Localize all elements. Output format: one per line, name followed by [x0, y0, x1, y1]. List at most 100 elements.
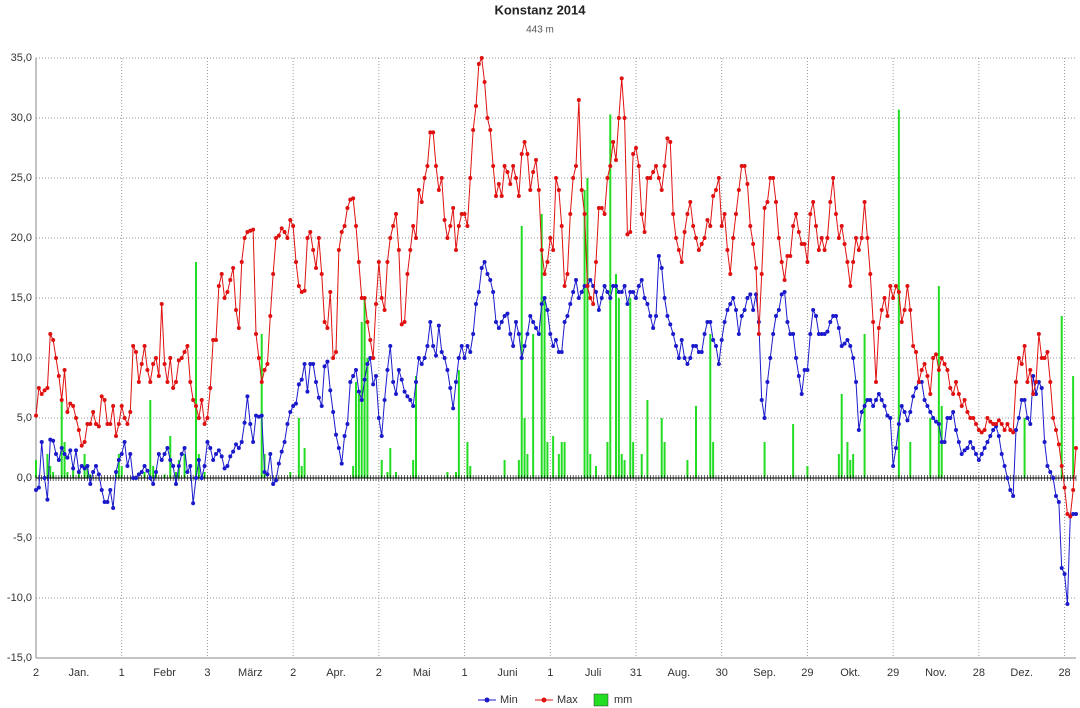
data-point	[614, 284, 618, 288]
data-point	[748, 292, 753, 297]
data-point	[139, 362, 144, 366]
bar	[852, 454, 855, 478]
data-point	[942, 362, 947, 366]
data-point	[62, 368, 67, 372]
bar	[526, 454, 529, 478]
data-point	[345, 422, 350, 426]
data-point	[691, 344, 696, 348]
data-point	[239, 440, 244, 444]
data-point	[1045, 350, 1050, 354]
data-point	[656, 176, 661, 180]
data-point	[959, 404, 964, 408]
data-point	[474, 302, 478, 306]
data-point	[796, 230, 801, 234]
data-point	[65, 455, 70, 460]
data-point	[291, 404, 296, 408]
data-point	[759, 272, 764, 276]
data-point	[314, 380, 318, 384]
data-point	[68, 401, 73, 406]
bar	[849, 460, 852, 478]
data-point	[111, 506, 116, 510]
data-point	[414, 380, 418, 384]
x-tick-label: 2	[33, 667, 39, 679]
data-point	[471, 332, 476, 336]
data-point	[396, 368, 401, 372]
data-point	[411, 224, 416, 228]
data-point	[1039, 386, 1044, 390]
data-point	[1034, 380, 1038, 384]
data-point	[888, 284, 893, 288]
data-point	[654, 314, 658, 318]
data-point	[959, 452, 964, 456]
data-point	[651, 326, 656, 330]
bar	[183, 454, 186, 478]
data-point	[802, 368, 807, 372]
data-point	[468, 350, 473, 354]
data-point	[202, 422, 207, 426]
data-point	[854, 380, 858, 384]
data-point	[336, 446, 341, 450]
data-point	[91, 470, 96, 474]
bar	[552, 436, 555, 478]
data-point	[862, 200, 867, 204]
data-point	[725, 248, 730, 252]
data-point	[682, 230, 687, 234]
data-point	[122, 440, 127, 444]
data-point	[525, 332, 530, 336]
data-point	[962, 398, 967, 402]
data-point	[454, 380, 458, 384]
x-tick-label: 28	[1058, 667, 1070, 679]
data-point	[368, 338, 373, 342]
data-point	[322, 364, 327, 369]
data-point	[668, 140, 673, 144]
data-point	[631, 152, 636, 156]
data-point	[819, 236, 824, 240]
data-point	[519, 152, 524, 156]
data-point	[354, 368, 358, 372]
data-point	[939, 440, 944, 444]
bar	[623, 460, 626, 478]
data-point	[448, 386, 453, 390]
data-point	[622, 284, 627, 288]
bar	[617, 298, 620, 478]
bar	[937, 286, 940, 478]
data-point	[479, 56, 484, 60]
month-label: Mai	[413, 667, 431, 679]
data-point	[185, 344, 190, 348]
data-point	[879, 398, 884, 402]
data-point	[628, 230, 633, 234]
data-point	[459, 344, 464, 348]
data-point	[905, 418, 910, 423]
data-point	[745, 296, 750, 300]
data-point	[1051, 416, 1056, 420]
data-point	[945, 416, 950, 420]
data-point	[439, 350, 444, 354]
month-label: Sep.	[753, 667, 776, 679]
data-point	[1005, 422, 1010, 426]
data-point	[865, 236, 870, 240]
data-point	[554, 338, 558, 342]
data-point	[645, 302, 650, 306]
data-point	[151, 362, 156, 366]
data-point	[874, 380, 878, 384]
data-point	[856, 428, 861, 432]
data-point	[94, 422, 98, 426]
data-point	[579, 290, 584, 294]
data-point	[934, 419, 938, 424]
data-point	[234, 442, 238, 447]
data-point	[405, 394, 410, 399]
bar	[60, 400, 63, 478]
data-point	[294, 260, 298, 264]
data-point	[762, 416, 767, 420]
legend-label: Max	[557, 694, 578, 706]
data-point	[602, 212, 607, 216]
data-point	[794, 356, 798, 360]
data-point	[979, 452, 984, 456]
data-point	[816, 332, 821, 336]
data-point	[1062, 572, 1067, 576]
x-tick-label: 30	[716, 667, 728, 679]
data-point	[539, 248, 544, 252]
data-point	[256, 356, 261, 360]
data-point	[1034, 392, 1038, 396]
data-point	[156, 374, 161, 378]
